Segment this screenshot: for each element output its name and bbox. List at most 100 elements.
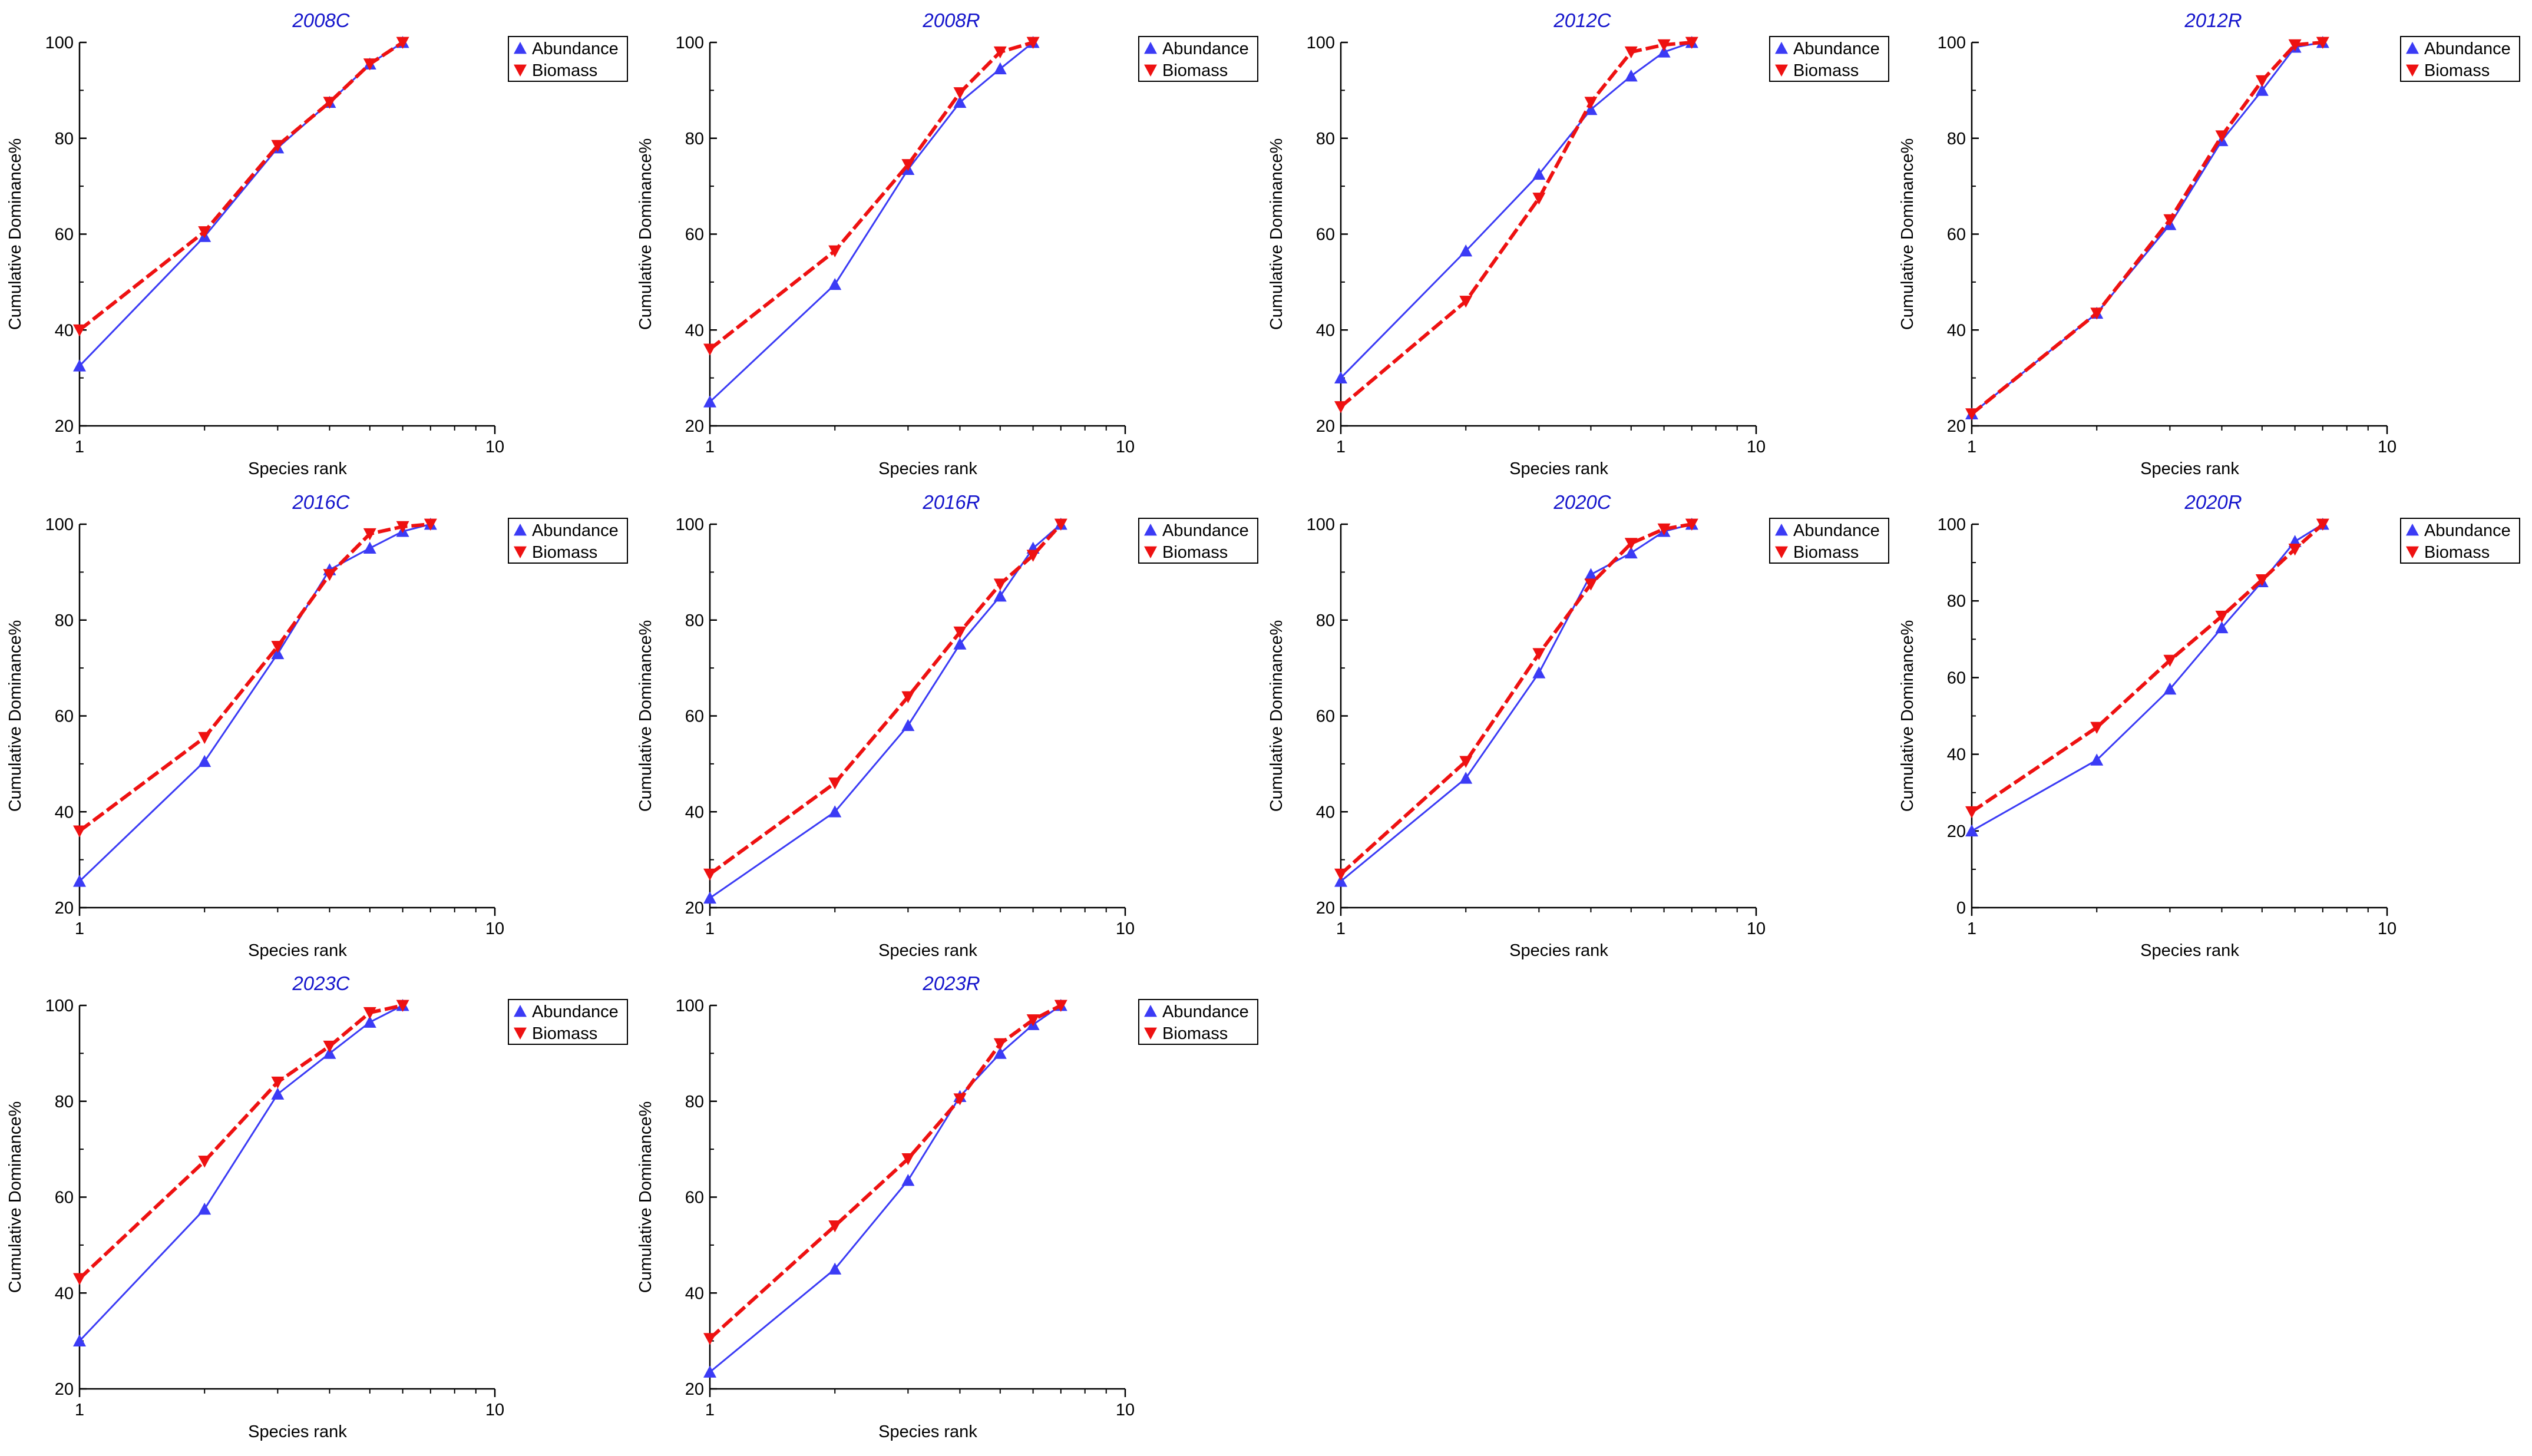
biomass-data-point bbox=[396, 1000, 409, 1012]
abundance-data-point bbox=[993, 590, 1007, 602]
abundance-data-point bbox=[198, 1202, 211, 1215]
legend-label: Abundance bbox=[532, 521, 619, 540]
biomass-data-point bbox=[2255, 574, 2269, 587]
legend-box bbox=[508, 999, 628, 1045]
y-tick-label: 60 bbox=[1316, 707, 1335, 726]
chart-title: 2023C bbox=[292, 972, 350, 994]
abundance-series-line bbox=[78, 41, 404, 367]
biomass-series-line bbox=[709, 41, 1034, 351]
biomass-data-point bbox=[1584, 578, 1598, 591]
biomass-data-point bbox=[901, 159, 915, 171]
chart-title: 2012R bbox=[2184, 9, 2242, 31]
y-axis-label: Cumulative Dominance% bbox=[636, 620, 655, 812]
abundance-data-point bbox=[323, 1047, 336, 1059]
biomass-series-line bbox=[78, 1004, 404, 1280]
y-tick-label: 60 bbox=[1947, 669, 1966, 687]
y-tick-label: 60 bbox=[1947, 226, 1966, 244]
y-tick-label: 20 bbox=[1947, 822, 1966, 841]
abundance-series-line bbox=[78, 523, 431, 882]
y-axis-label: Cumulative Dominance% bbox=[6, 1101, 25, 1293]
x-tick-label: 10 bbox=[485, 438, 504, 456]
y-tick-label: 80 bbox=[1947, 130, 1966, 148]
biomass-legend-marker bbox=[514, 546, 527, 558]
biomass-data-point bbox=[271, 140, 285, 152]
chart-title: 2012C bbox=[1553, 9, 1611, 31]
chart-title: 2008C bbox=[292, 9, 350, 31]
biomass-data-point bbox=[1657, 523, 1671, 536]
biomass-data-point bbox=[1532, 193, 1546, 205]
abundance-data-point bbox=[73, 875, 86, 887]
biomass-data-point bbox=[1584, 97, 1598, 109]
y-tick-label: 80 bbox=[1947, 592, 1966, 611]
y-tick-label: 100 bbox=[45, 515, 74, 534]
y-tick-label: 20 bbox=[1316, 899, 1335, 918]
chart-title: 2016C bbox=[292, 491, 350, 513]
y-tick-label: 20 bbox=[685, 899, 704, 918]
y-tick-label: 40 bbox=[685, 803, 704, 822]
x-tick-label: 1 bbox=[1336, 919, 1346, 938]
y-tick-label: 100 bbox=[676, 515, 704, 534]
x-axis-label: Species rank bbox=[248, 1422, 347, 1441]
legend: Abundance Biomass bbox=[1138, 36, 1258, 82]
biomass-series-line bbox=[1971, 522, 2324, 813]
chart-panel-2020C: 2020C 20 40 60 80 100 1 10 Species rank Cumulativ… bbox=[1267, 491, 1889, 960]
chart-title: 2016R bbox=[922, 491, 980, 513]
abundance-series-line bbox=[709, 1004, 1062, 1373]
legend-label: Biomass bbox=[2424, 61, 2490, 80]
legend-label: Biomass bbox=[2424, 543, 2490, 562]
x-tick-label: 10 bbox=[485, 1401, 504, 1419]
legend: Abundance Biomass bbox=[508, 518, 628, 564]
legend: Abundance Biomass bbox=[2400, 518, 2520, 564]
chart-panel-2016C: 2016C 20 40 60 80 100 1 10 Species rank Cumulativ… bbox=[6, 491, 628, 960]
y-tick-label: 80 bbox=[685, 1093, 704, 1111]
y-tick-label: 20 bbox=[1316, 417, 1335, 436]
abundance-series-line bbox=[1971, 41, 2323, 415]
x-tick-label: 1 bbox=[75, 1401, 84, 1419]
abundance-data-point bbox=[271, 1087, 285, 1100]
abundance-data-point bbox=[703, 395, 716, 408]
biomass-data-point bbox=[271, 1076, 285, 1089]
biomass-data-point bbox=[1459, 756, 1473, 768]
y-axis-label: Cumulative Dominance% bbox=[636, 1101, 655, 1293]
y-axis-label: Cumulative Dominance% bbox=[1267, 620, 1286, 812]
abundance-legend-marker bbox=[1775, 42, 1788, 54]
biomass-legend-marker bbox=[1144, 64, 1157, 77]
abundance-data-point bbox=[1584, 568, 1598, 580]
abundance-data-point bbox=[1624, 546, 1638, 559]
y-tick-label: 80 bbox=[55, 611, 74, 630]
x-tick-label: 10 bbox=[1116, 438, 1135, 456]
abundance-data-point bbox=[1532, 167, 1546, 180]
biomass-series-line bbox=[709, 523, 1063, 876]
biomass-series-line bbox=[78, 41, 404, 332]
biomass-data-point bbox=[2316, 37, 2329, 49]
y-tick-label: 100 bbox=[45, 34, 74, 52]
abundance-data-point bbox=[2163, 682, 2177, 695]
x-axis-label: Species rank bbox=[878, 459, 977, 478]
biomass-data-point bbox=[703, 868, 716, 881]
legend: Abundance Biomass bbox=[1769, 518, 1889, 564]
abundance-data-point bbox=[1334, 875, 1347, 887]
biomass-data-point bbox=[703, 1333, 716, 1345]
y-tick-label: 20 bbox=[685, 417, 704, 436]
biomass-data-point bbox=[271, 641, 285, 653]
abundance-data-point bbox=[828, 277, 842, 290]
abundance-data-point bbox=[901, 1174, 915, 1186]
biomass-legend-marker bbox=[1144, 1027, 1157, 1040]
y-tick-label: 80 bbox=[55, 1093, 74, 1111]
legend-label: Abundance bbox=[1162, 521, 1249, 540]
biomass-data-point bbox=[73, 324, 86, 337]
legend-label: Abundance bbox=[1793, 521, 1880, 540]
legend-box bbox=[1138, 999, 1258, 1045]
biomass-data-point bbox=[1054, 518, 1067, 531]
y-tick-label: 40 bbox=[685, 1284, 704, 1303]
biomass-data-point bbox=[2090, 307, 2104, 320]
y-axis-label: Cumulative Dominance% bbox=[1898, 138, 1917, 330]
chart-panel-2008R: 2008R 20 40 60 80 100 1 10 Species rank Cumulativ… bbox=[636, 9, 1258, 478]
chart-title: 2008R bbox=[922, 9, 980, 31]
legend-box bbox=[1769, 518, 1889, 564]
legend-box bbox=[2400, 518, 2520, 564]
y-tick-label: 0 bbox=[1956, 899, 1966, 918]
x-tick-label: 1 bbox=[1967, 919, 1976, 938]
x-axis-label: Species rank bbox=[1509, 459, 1608, 478]
abundance-legend-marker bbox=[514, 42, 527, 54]
